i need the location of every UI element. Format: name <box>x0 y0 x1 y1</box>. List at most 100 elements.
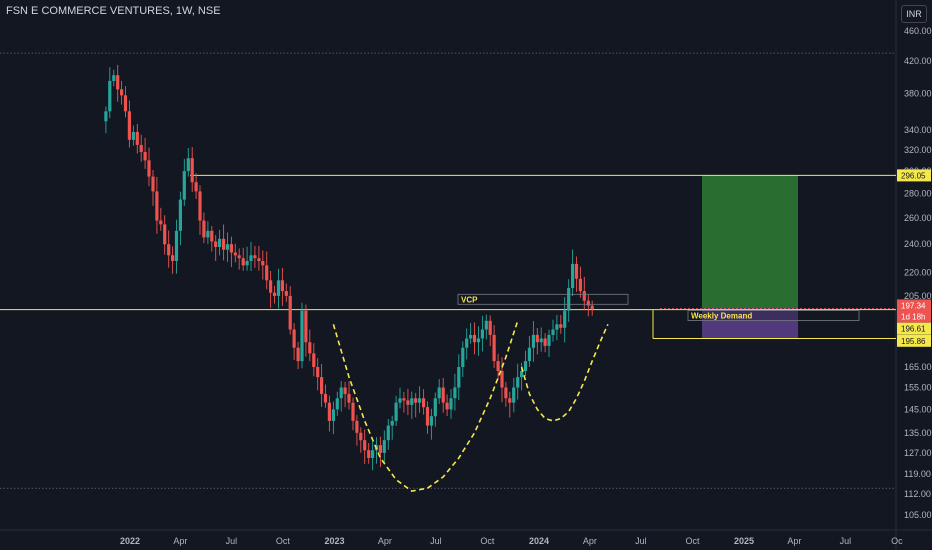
y-tick-label: 380.00 <box>904 89 932 99</box>
candle-body <box>453 387 457 399</box>
candle-body <box>492 334 496 362</box>
candle-body <box>272 292 277 296</box>
candle-body <box>559 324 563 328</box>
candle-body <box>323 393 328 403</box>
candle-body <box>312 353 316 367</box>
candle-body <box>527 347 531 362</box>
x-tick-label: 2023 <box>324 536 344 546</box>
candle-body <box>218 238 222 247</box>
y-tick-label: 155.00 <box>904 383 932 393</box>
candle-body <box>123 95 128 112</box>
countdown-tag: 1d 18h <box>901 312 925 321</box>
candle-body <box>410 398 414 405</box>
y-tick-label: 340.00 <box>904 125 932 135</box>
last-price-tag-bg <box>897 299 931 312</box>
y-tick-label: 320.00 <box>904 145 932 155</box>
y-tick-label: 260.00 <box>904 213 932 223</box>
x-tick-label: Apr <box>583 536 597 546</box>
candle-body <box>245 261 249 266</box>
y-tick-label: 127.00 <box>904 448 932 458</box>
candle-body <box>257 258 261 262</box>
y-tick-label: 240.00 <box>904 239 932 249</box>
candle-body <box>155 191 159 221</box>
candle-body <box>104 111 108 122</box>
candle-body <box>484 320 488 330</box>
y-tick-label: 420.00 <box>904 56 932 66</box>
x-tick-label: Apr <box>173 536 187 546</box>
last-price-tag: 197.34 <box>901 301 926 310</box>
candle-body <box>574 263 579 279</box>
candle-body <box>178 199 182 231</box>
candle-body <box>284 291 288 296</box>
candle-body <box>543 338 547 346</box>
candle-body <box>253 255 257 259</box>
candle-body <box>127 111 131 140</box>
x-tick-label: Jul <box>226 536 238 546</box>
candle-body <box>520 371 524 378</box>
x-tick-label: 2025 <box>734 536 754 546</box>
x-tick-label: Apr <box>378 536 392 546</box>
vcp-cup-curve-left <box>332 320 519 492</box>
candle-body <box>269 280 273 293</box>
candle-body <box>135 132 139 145</box>
candle-body <box>174 230 179 261</box>
candle-body <box>265 265 269 281</box>
x-tick-label: Oct <box>480 536 495 546</box>
candle-body <box>327 402 331 421</box>
candle-body <box>139 144 143 152</box>
candle-body <box>429 416 433 426</box>
candle-body <box>171 255 175 261</box>
candle-body <box>308 342 312 354</box>
demand-top-tag: 196.61 <box>901 325 926 334</box>
candle-body <box>116 75 120 90</box>
x-tick-label: Jul <box>635 536 647 546</box>
candle-body <box>539 338 543 343</box>
y-tick-label: 135.00 <box>904 428 932 438</box>
candle-body <box>182 171 186 200</box>
candle-body <box>288 295 292 330</box>
candle-body <box>390 420 394 426</box>
candle-body <box>555 324 559 330</box>
candle-body <box>351 402 355 421</box>
x-tick-label: 2024 <box>529 536 549 546</box>
target-price-tag-bg <box>897 169 931 182</box>
candle-body <box>563 310 567 328</box>
x-tick-label: Oct <box>276 536 291 546</box>
y-tick-label: 105.00 <box>904 510 932 520</box>
candle-body <box>214 241 218 247</box>
candle-body <box>190 158 194 183</box>
candle-body <box>339 387 343 399</box>
candle-body <box>457 367 461 388</box>
candle-body <box>112 75 116 81</box>
candle-body <box>363 440 367 451</box>
candle-body <box>516 377 520 388</box>
candle-body <box>320 377 324 394</box>
candle-body <box>449 398 453 410</box>
currency-badge[interactable]: INR <box>901 5 927 23</box>
candle-body <box>331 409 335 421</box>
candle-body <box>433 398 437 417</box>
demand-bottom-tag-bg <box>897 334 931 347</box>
weekly-demand-box <box>687 310 860 322</box>
candle-body <box>198 191 202 221</box>
vcp-label-box <box>457 293 629 305</box>
candle-body <box>359 432 363 441</box>
candle-body <box>276 280 281 296</box>
candle-body <box>159 220 163 225</box>
candle-body <box>131 132 135 140</box>
x-tick-label: Apr <box>787 536 801 546</box>
candle-body <box>476 338 481 343</box>
candle-body <box>335 398 339 410</box>
candle-body <box>535 334 539 343</box>
target-price-tag: 296.05 <box>901 171 926 180</box>
candle-body <box>418 398 422 403</box>
candle-body <box>147 160 151 177</box>
candle-body <box>469 334 473 339</box>
candle-body <box>371 450 375 458</box>
candle-body <box>347 393 351 403</box>
x-tick-label: Jul <box>840 536 852 546</box>
demand-top-tag-bg <box>897 322 931 335</box>
candle-body <box>367 450 371 458</box>
candle-body <box>382 440 386 453</box>
candle-body <box>567 288 571 311</box>
